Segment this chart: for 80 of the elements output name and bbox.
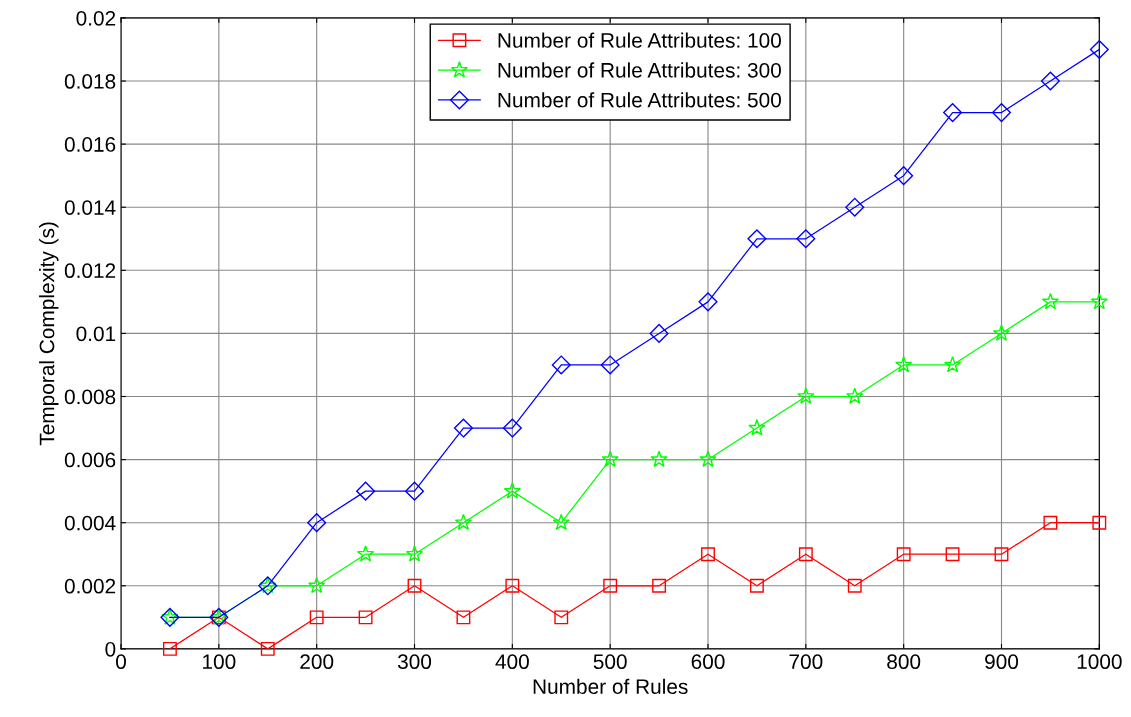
x-tick-label: 400 xyxy=(495,654,529,670)
point xyxy=(356,545,375,562)
point xyxy=(1040,71,1060,91)
point xyxy=(701,547,715,562)
point xyxy=(1041,292,1060,310)
point xyxy=(554,610,569,625)
y-tick-label: 0.012 xyxy=(64,263,116,279)
point xyxy=(551,355,571,375)
point xyxy=(992,324,1011,341)
y-tick-label: 0.008 xyxy=(64,389,116,405)
point xyxy=(358,610,373,625)
point xyxy=(649,323,669,343)
point xyxy=(698,292,718,312)
point xyxy=(748,419,766,436)
point xyxy=(895,355,913,373)
point xyxy=(991,103,1012,123)
point xyxy=(847,578,862,593)
y-tick-label: 0.006 xyxy=(64,452,116,468)
x-tick-label: 300 xyxy=(397,654,432,670)
point xyxy=(502,418,522,438)
point xyxy=(1089,39,1109,60)
y-tick-label: 0 xyxy=(105,641,116,657)
point xyxy=(798,547,813,562)
legend-label: Number of Rule Attributes: 100 xyxy=(498,32,781,48)
point xyxy=(650,450,668,468)
y-tick-label: 0.004 xyxy=(64,515,116,531)
point xyxy=(308,576,326,594)
point xyxy=(945,547,960,562)
point xyxy=(747,229,767,249)
y-tick-label: 0.016 xyxy=(64,137,116,152)
y-tick-label: 0.014 xyxy=(64,200,116,215)
point xyxy=(846,387,864,404)
point xyxy=(896,547,911,562)
point xyxy=(1090,292,1108,310)
legend-label: Number of Rule Attributes: 300 xyxy=(498,62,781,78)
x-tick-label: 900 xyxy=(985,654,1019,670)
legend-label: Number of Rule Attributes: 500 xyxy=(498,92,781,108)
y-axis-title: Temporal Complexity (s) xyxy=(39,222,59,446)
point xyxy=(797,387,815,404)
y-tick-label: 0.018 xyxy=(64,74,116,89)
point xyxy=(454,513,473,531)
point xyxy=(505,578,520,593)
point xyxy=(552,513,570,531)
point xyxy=(1043,515,1058,530)
point xyxy=(845,197,865,217)
x-tick-label: 500 xyxy=(593,654,627,670)
point xyxy=(943,103,963,123)
point xyxy=(603,578,618,593)
x-tick-label: 1000 xyxy=(1077,654,1122,670)
point xyxy=(307,513,327,533)
point xyxy=(796,229,816,249)
point xyxy=(994,547,1009,562)
point xyxy=(652,578,667,593)
point xyxy=(356,481,376,501)
point xyxy=(405,545,424,562)
x-tick-label: 200 xyxy=(300,654,334,670)
x-axis-title: Number of Rules xyxy=(533,678,688,695)
y-tick-label: 0.002 xyxy=(64,578,116,594)
point xyxy=(456,610,471,625)
x-tick-label: 0 xyxy=(116,654,126,670)
point xyxy=(309,610,324,625)
point xyxy=(260,641,275,656)
point xyxy=(407,578,422,593)
point xyxy=(749,578,764,593)
point xyxy=(1092,515,1107,530)
point xyxy=(600,355,620,375)
point xyxy=(162,641,177,656)
y-tick-label: 0.01 xyxy=(76,326,116,342)
point xyxy=(699,450,717,468)
point xyxy=(503,482,521,499)
point xyxy=(453,418,473,438)
x-tick-label: 600 xyxy=(691,654,725,670)
point xyxy=(894,166,914,186)
x-tick-label: 100 xyxy=(203,654,236,670)
y-tick-label: 0.02 xyxy=(76,10,116,26)
point xyxy=(404,481,425,501)
x-tick-label: 800 xyxy=(887,654,921,670)
point xyxy=(943,355,962,373)
point xyxy=(601,450,619,468)
x-tick-label: 700 xyxy=(789,654,823,670)
